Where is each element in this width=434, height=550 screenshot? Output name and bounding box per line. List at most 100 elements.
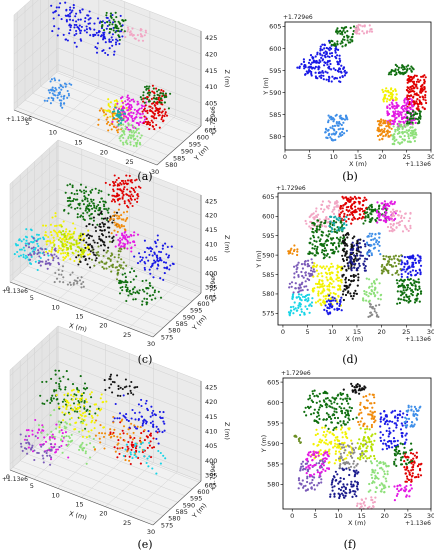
data-point-gray	[62, 276, 65, 279]
data-point-orange	[376, 134, 380, 138]
data-point-blue	[147, 430, 150, 433]
data-point-orange	[113, 435, 116, 438]
data-point-blue	[127, 419, 130, 422]
data-point-magenta	[402, 117, 405, 120]
data-point-yellow	[336, 276, 339, 279]
data-point-lightgreen	[132, 129, 135, 133]
data-point-blue	[325, 78, 328, 81]
data-point-lightgreen	[414, 128, 417, 131]
data-point-cyan	[129, 453, 132, 456]
x-offset-label: +1.13e6	[405, 161, 431, 168]
data-point-lime	[57, 238, 60, 241]
data-point-orange	[97, 123, 100, 126]
data-point-green	[111, 23, 114, 26]
data-point-blue	[322, 78, 325, 81]
data-point-cyan	[295, 296, 298, 299]
data-point-lightgreen	[379, 294, 382, 297]
data-point-magenta	[123, 244, 126, 247]
data-point-cyan	[292, 312, 295, 315]
data-point-yellow	[88, 253, 91, 256]
data-point-yellow	[93, 403, 96, 406]
data-point-yellow	[322, 299, 325, 302]
data-point-red	[146, 121, 149, 124]
data-point-blue	[406, 255, 409, 259]
data-point-blue	[408, 266, 411, 269]
data-point-green	[323, 242, 326, 245]
data-point-green	[133, 286, 136, 289]
data-point-magenta	[124, 235, 127, 239]
data-point-green	[120, 25, 123, 28]
data-point-green	[328, 233, 331, 236]
data-point-green	[89, 198, 93, 201]
data-point-green	[54, 373, 57, 376]
data-point-lightgreen	[135, 129, 138, 132]
data-point-green	[88, 214, 91, 217]
data-point-purple	[28, 242, 31, 245]
x-offset-label: +1.13e6	[2, 476, 28, 483]
data-point-blue	[96, 47, 99, 50]
data-point-red	[415, 100, 418, 103]
data-point-green	[158, 94, 161, 97]
x-tick-label: 20	[99, 510, 107, 518]
data-point-green	[124, 285, 127, 289]
data-point-red	[154, 110, 157, 113]
data-point-lightgreen	[135, 143, 138, 146]
data-point-azure	[60, 95, 63, 98]
data-point-lime	[74, 249, 77, 252]
data-point-blue	[151, 247, 154, 251]
data-point-green	[49, 401, 52, 404]
data-point-green	[82, 212, 85, 215]
data-point-lightgreen	[398, 142, 401, 145]
data-point-green	[410, 117, 413, 120]
data-point-green	[333, 250, 336, 253]
data-point-blue	[167, 256, 170, 259]
data-point-blue	[323, 54, 326, 57]
data-point-green	[394, 69, 397, 72]
data-point-blue	[75, 23, 78, 27]
data-point-green	[418, 110, 421, 113]
data-point-red	[160, 89, 163, 92]
data-point-teal	[333, 224, 336, 227]
data-point-azure	[48, 91, 51, 94]
scatter-points	[293, 382, 423, 510]
data-point-azure	[373, 243, 376, 246]
data-point-red	[360, 207, 364, 211]
data-point-blue	[303, 67, 306, 70]
data-point-lightgreen	[64, 421, 67, 424]
data-point-green	[89, 204, 93, 207]
data-point-red	[413, 90, 416, 93]
data-point-blue	[158, 250, 161, 253]
data-point-magenta	[391, 122, 394, 125]
data-point-teal	[334, 215, 337, 218]
data-point-pink	[403, 216, 406, 219]
data-point-blue	[102, 33, 105, 36]
data-point-olive	[390, 258, 393, 261]
data-point-purple	[29, 253, 32, 256]
data-point-blue	[309, 63, 312, 66]
data-point-purple	[43, 450, 46, 453]
data-point-yellow	[101, 401, 104, 404]
data-point-blue	[144, 402, 147, 405]
data-point-blue	[418, 268, 421, 271]
data-point-yellow	[62, 252, 65, 255]
data-point-magenta	[60, 444, 63, 447]
data-point-azure	[327, 114, 330, 117]
data-point-purple	[54, 247, 57, 250]
data-point-blue	[171, 262, 174, 265]
data-point-azure	[345, 117, 348, 120]
data-point-green	[309, 252, 312, 255]
data-point-red	[350, 207, 353, 210]
data-point-cyan	[293, 301, 296, 304]
data-point-blue	[158, 430, 161, 433]
data-point-cyan	[37, 245, 40, 248]
data-point-green	[143, 290, 146, 293]
data-point-orange	[113, 211, 116, 214]
data-point-yellow	[53, 224, 57, 228]
data-point-magenta	[132, 119, 135, 122]
data-point-black	[87, 243, 90, 246]
data-point-gray	[61, 265, 65, 268]
data-point-pink	[313, 216, 316, 219]
data-point-black	[341, 254, 344, 257]
data-point-pink	[366, 30, 369, 33]
data-point-blue	[147, 247, 150, 250]
